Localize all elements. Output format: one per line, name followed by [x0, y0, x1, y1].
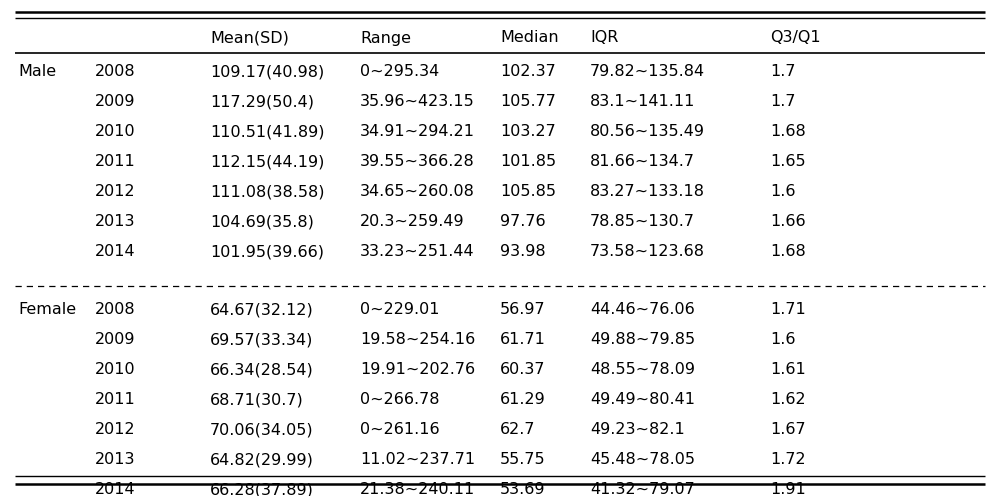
- Text: 105.77: 105.77: [500, 95, 556, 110]
- Text: 2010: 2010: [95, 124, 135, 139]
- Text: 105.85: 105.85: [500, 185, 556, 199]
- Text: Male: Male: [18, 64, 56, 79]
- Text: 49.23~82.1: 49.23~82.1: [590, 423, 685, 437]
- Text: 83.1~141.11: 83.1~141.11: [590, 95, 696, 110]
- Text: 20.3~259.49: 20.3~259.49: [360, 214, 464, 230]
- Text: 48.55~78.09: 48.55~78.09: [590, 363, 695, 377]
- Text: 1.91: 1.91: [770, 483, 806, 496]
- Text: 69.57(33.34): 69.57(33.34): [210, 332, 313, 348]
- Text: 1.71: 1.71: [770, 303, 806, 317]
- Text: 1.68: 1.68: [770, 245, 806, 259]
- Text: 80.56~135.49: 80.56~135.49: [590, 124, 705, 139]
- Text: 35.96~423.15: 35.96~423.15: [360, 95, 474, 110]
- Text: Female: Female: [18, 303, 76, 317]
- Text: 2009: 2009: [95, 332, 135, 348]
- Text: 2008: 2008: [95, 64, 135, 79]
- Text: 2011: 2011: [95, 392, 136, 408]
- Text: 102.37: 102.37: [500, 64, 556, 79]
- Text: IQR: IQR: [590, 30, 619, 46]
- Text: 83.27~133.18: 83.27~133.18: [590, 185, 705, 199]
- Text: 2008: 2008: [95, 303, 135, 317]
- Text: 60.37: 60.37: [500, 363, 546, 377]
- Text: 104.69(35.8): 104.69(35.8): [210, 214, 314, 230]
- Text: Median: Median: [500, 30, 559, 46]
- Text: 2012: 2012: [95, 423, 135, 437]
- Text: 1.6: 1.6: [770, 332, 796, 348]
- Text: 117.29(50.4): 117.29(50.4): [210, 95, 314, 110]
- Text: Range: Range: [360, 30, 411, 46]
- Text: 41.32~79.07: 41.32~79.07: [590, 483, 695, 496]
- Text: 33.23~251.44: 33.23~251.44: [360, 245, 474, 259]
- Text: 101.95(39.66): 101.95(39.66): [210, 245, 324, 259]
- Text: 64.67(32.12): 64.67(32.12): [210, 303, 313, 317]
- Text: 1.72: 1.72: [770, 452, 806, 468]
- Text: 11.02~237.71: 11.02~237.71: [360, 452, 475, 468]
- Text: 1.6: 1.6: [770, 185, 796, 199]
- Text: 1.66: 1.66: [770, 214, 806, 230]
- Text: 64.82(29.99): 64.82(29.99): [210, 452, 314, 468]
- Text: 66.34(28.54): 66.34(28.54): [210, 363, 313, 377]
- Text: 81.66~134.7: 81.66~134.7: [590, 154, 695, 170]
- Text: 21.38~240.11: 21.38~240.11: [360, 483, 475, 496]
- Text: 1.67: 1.67: [770, 423, 806, 437]
- Text: 0~261.16: 0~261.16: [360, 423, 439, 437]
- Text: 34.65~260.08: 34.65~260.08: [360, 185, 474, 199]
- Text: 61.71: 61.71: [500, 332, 546, 348]
- Text: 1.61: 1.61: [770, 363, 806, 377]
- Text: 56.97: 56.97: [500, 303, 546, 317]
- Text: 1.7: 1.7: [770, 64, 796, 79]
- Text: 0~295.34: 0~295.34: [360, 64, 439, 79]
- Text: 2012: 2012: [95, 185, 135, 199]
- Text: 66.28(37.89): 66.28(37.89): [210, 483, 314, 496]
- Text: 34.91~294.21: 34.91~294.21: [360, 124, 475, 139]
- Text: 101.85: 101.85: [500, 154, 557, 170]
- Text: 53.69: 53.69: [500, 483, 546, 496]
- Text: 78.85~130.7: 78.85~130.7: [590, 214, 695, 230]
- Text: 1.7: 1.7: [770, 95, 796, 110]
- Text: 112.15(44.19): 112.15(44.19): [210, 154, 324, 170]
- Text: 2009: 2009: [95, 95, 135, 110]
- Text: 44.46~76.06: 44.46~76.06: [590, 303, 695, 317]
- Text: 55.75: 55.75: [500, 452, 546, 468]
- Text: Q3/Q1: Q3/Q1: [770, 30, 821, 46]
- Text: 49.88~79.85: 49.88~79.85: [590, 332, 695, 348]
- Text: 79.82~135.84: 79.82~135.84: [590, 64, 705, 79]
- Text: 111.08(38.58): 111.08(38.58): [210, 185, 324, 199]
- Text: 2013: 2013: [95, 214, 135, 230]
- Text: 2011: 2011: [95, 154, 136, 170]
- Text: 45.48~78.05: 45.48~78.05: [590, 452, 695, 468]
- Text: 61.29: 61.29: [500, 392, 546, 408]
- Text: 49.49~80.41: 49.49~80.41: [590, 392, 695, 408]
- Text: 110.51(41.89): 110.51(41.89): [210, 124, 324, 139]
- Text: Mean(SD): Mean(SD): [210, 30, 289, 46]
- Text: 93.98: 93.98: [500, 245, 546, 259]
- Text: 2014: 2014: [95, 245, 135, 259]
- Text: 70.06(34.05): 70.06(34.05): [210, 423, 313, 437]
- Text: 2014: 2014: [95, 483, 135, 496]
- Text: 103.27: 103.27: [500, 124, 556, 139]
- Text: 19.58~254.16: 19.58~254.16: [360, 332, 475, 348]
- Text: 97.76: 97.76: [500, 214, 546, 230]
- Text: 1.65: 1.65: [770, 154, 806, 170]
- Text: 1.62: 1.62: [770, 392, 806, 408]
- Text: 0~266.78: 0~266.78: [360, 392, 439, 408]
- Text: 19.91~202.76: 19.91~202.76: [360, 363, 475, 377]
- Text: 68.71(30.7): 68.71(30.7): [210, 392, 303, 408]
- Text: 73.58~123.68: 73.58~123.68: [590, 245, 705, 259]
- Text: 1.68: 1.68: [770, 124, 806, 139]
- Text: 2010: 2010: [95, 363, 135, 377]
- Text: 39.55~366.28: 39.55~366.28: [360, 154, 474, 170]
- Text: 2013: 2013: [95, 452, 135, 468]
- Text: 62.7: 62.7: [500, 423, 536, 437]
- Text: 109.17(40.98): 109.17(40.98): [210, 64, 324, 79]
- Text: 0~229.01: 0~229.01: [360, 303, 439, 317]
